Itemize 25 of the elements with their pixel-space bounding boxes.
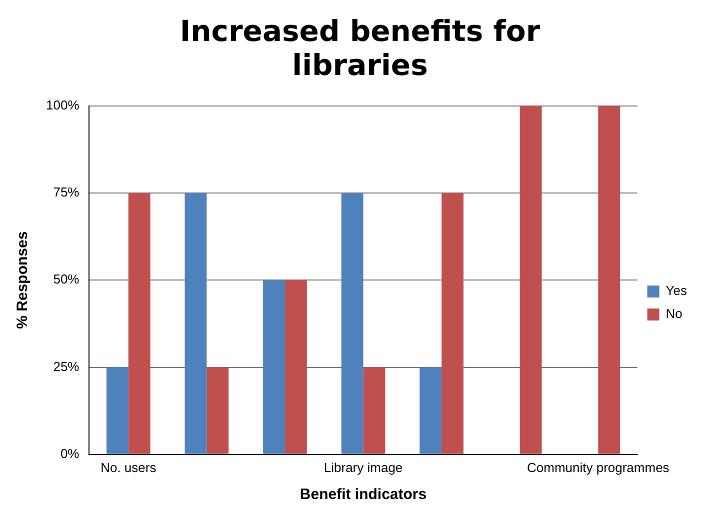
bar [206, 367, 229, 454]
bar [420, 367, 442, 454]
x-tick-label: Community programmes [526, 460, 670, 475]
bar [263, 280, 285, 454]
bar [284, 280, 307, 454]
y-tick-label: 100% [46, 97, 80, 112]
bar [128, 192, 150, 454]
y-tick-label: 50% [53, 272, 80, 287]
bar [106, 367, 128, 454]
bar [363, 367, 386, 454]
bar [341, 192, 364, 454]
bar [520, 106, 542, 454]
y-tick-label: 25% [53, 358, 80, 374]
y-tick-label: 0% [60, 446, 80, 461]
y-tick-label: 75% [53, 184, 80, 200]
bar [442, 192, 464, 454]
legend-label: No [666, 306, 682, 322]
x-axis-title: Benefit indicators [300, 486, 427, 504]
y-axis-title: % Responses [14, 231, 32, 329]
chart-title: Increased benefits for libraries [178, 14, 542, 82]
legend-label: Yes [666, 283, 688, 298]
bar [598, 106, 620, 454]
bar [184, 192, 207, 454]
x-tick-label: Library image [324, 460, 403, 475]
x-tick-label: No. users [100, 460, 157, 475]
